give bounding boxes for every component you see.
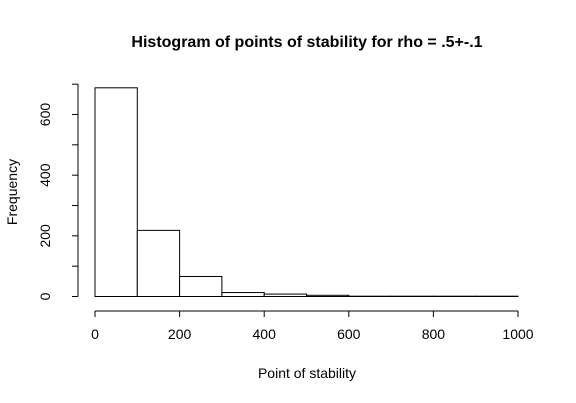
histogram-bar-1 <box>136 229 181 297</box>
x-tick-label-4: 800 <box>422 326 446 342</box>
chart-title: Histogram of points of stability for rho… <box>131 34 482 51</box>
histogram-bar-3 <box>221 292 265 298</box>
y-axis: 0 200 400 600 <box>37 83 79 300</box>
histogram-bar-5 <box>306 294 350 297</box>
y-tick-label-3: 600 <box>37 103 53 127</box>
bars-group <box>94 87 519 298</box>
x-tick-label-5: 1000 <box>502 326 533 342</box>
y-tick-label-0: 0 <box>37 292 53 300</box>
histogram-bar-2 <box>179 275 223 298</box>
histogram-bar-0 <box>94 87 138 297</box>
y-axis-label: Frequency <box>4 159 20 225</box>
x-axis: 0 200 400 600 800 1000 <box>91 310 534 342</box>
x-tick-label-3: 600 <box>337 326 361 342</box>
x-tick-label-1: 200 <box>168 326 192 342</box>
x-axis-label: Point of stability <box>258 365 356 381</box>
x-tick-label-0: 0 <box>91 326 99 342</box>
y-tick-label-1: 200 <box>37 224 53 248</box>
histogram-bar-4 <box>263 293 308 298</box>
x-tick-label-2: 400 <box>253 326 277 342</box>
y-tick-label-2: 400 <box>37 163 53 187</box>
